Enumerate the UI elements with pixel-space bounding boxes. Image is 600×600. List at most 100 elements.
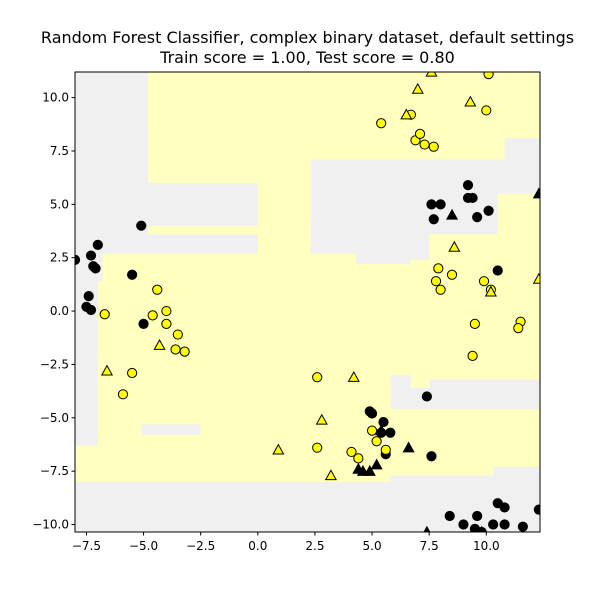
x-tick-label: 2.5 (305, 539, 324, 553)
region-class-1 (141, 407, 201, 425)
point-class-0-circle (483, 205, 494, 216)
point-class-0-circle (85, 304, 97, 316)
point-class-1-circle (513, 323, 524, 334)
region-class-1 (148, 159, 258, 183)
region-class-1 (356, 466, 494, 476)
point-class-1-circle (446, 269, 458, 280)
point-class-1-circle (172, 329, 183, 340)
point-class-1-circle (170, 344, 181, 355)
point-class-0-circle (426, 199, 437, 210)
data-points (75, 72, 540, 532)
region-class-1 (257, 159, 311, 254)
point-class-0-triangle (363, 464, 376, 476)
region-class-1 (148, 72, 540, 139)
y-tick-label: 10.0 (42, 91, 69, 105)
point-class-1-circle (478, 276, 490, 287)
point-class-0-circle (426, 451, 437, 462)
point-class-0-triangle (423, 525, 431, 532)
y-axis: 10.0 7.5 5.0 2.5 0.0 −2.5 −5.0 −7.5 −10.0 (32, 91, 75, 532)
x-tick-label: 5.0 (363, 539, 382, 553)
y-tick-label: −7.5 (40, 464, 69, 478)
point-class-0-circle (472, 212, 483, 223)
point-class-0-circle (92, 239, 103, 251)
point-class-0-circle (467, 192, 478, 204)
point-class-0-circle (517, 521, 528, 532)
y-tick-label: 7.5 (50, 144, 69, 158)
point-class-0-triangle (352, 462, 365, 474)
x-axis: −7.5 −5.0 −2.5 0.0 2.5 5.0 7.5 10.0 (72, 532, 500, 553)
point-class-1-triangle (347, 371, 360, 382)
y-tick-label: −2.5 (40, 357, 69, 371)
point-class-0-circle (127, 269, 138, 280)
x-tick-label: −2.5 (186, 539, 215, 553)
point-class-0-circle (444, 510, 455, 522)
point-class-1-circle (312, 442, 323, 453)
x-tick-label: 7.5 (420, 539, 439, 553)
point-class-1-circle (152, 284, 163, 295)
point-class-1-circle (179, 346, 190, 357)
point-class-1-triangle (532, 272, 540, 284)
region-class-1 (75, 445, 357, 482)
point-class-1-circle (428, 141, 439, 152)
point-class-0-triangle (370, 458, 383, 470)
point-class-0-circle (88, 261, 99, 272)
y-tick-label: 0.0 (50, 304, 69, 318)
point-class-0-circle (533, 504, 540, 515)
point-class-1-circle (312, 372, 323, 383)
region-class-1 (97, 434, 357, 446)
point-class-0-circle (499, 502, 510, 513)
y-tick-label: −5.0 (40, 411, 69, 425)
point-class-1-triangle (324, 469, 337, 481)
x-tick-label: 0.0 (248, 539, 267, 553)
point-class-1-circle (366, 425, 378, 436)
point-class-1-triangle (400, 108, 413, 120)
point-class-1-triangle (100, 364, 114, 376)
point-class-1-circle (353, 453, 364, 464)
point-class-1-circle (435, 284, 446, 295)
region-class-1 (410, 259, 430, 388)
point-class-1-triangle (484, 285, 497, 297)
x-tick-label: −7.5 (72, 539, 101, 553)
point-class-1-circle (117, 389, 129, 400)
point-class-1-circle (371, 436, 382, 447)
chart-subtitle: Train score = 1.00, Test score = 0.80 (159, 48, 455, 67)
point-class-1-circle (481, 105, 492, 116)
point-class-0-circle (458, 519, 469, 530)
point-class-1-circle (99, 309, 110, 320)
point-class-1-circle (419, 139, 430, 150)
y-tick-label: 2.5 (50, 251, 69, 265)
point-class-1-triangle (411, 82, 424, 94)
point-class-0-circle (138, 318, 149, 329)
point-class-1-circle (147, 310, 158, 321)
point-class-0-circle (421, 391, 432, 402)
point-class-1-circle (467, 350, 478, 361)
region-class-1 (148, 225, 311, 235)
point-class-0-circle (488, 519, 499, 530)
region-class-1 (497, 193, 540, 380)
point-class-0-circle (378, 416, 389, 428)
point-class-1-circle (161, 305, 172, 317)
point-class-0-circle (83, 291, 94, 302)
chart-title: Random Forest Classifier, complex binary… (41, 28, 574, 47)
plot-frame (74, 71, 541, 533)
point-class-0-circle (428, 214, 439, 225)
region-class-1 (97, 281, 142, 446)
point-class-1-triangle (464, 95, 477, 107)
point-class-1-circle (376, 118, 387, 129)
point-class-0-circle (85, 250, 97, 261)
point-class-0-circle (492, 265, 503, 276)
point-class-1-circle (127, 367, 138, 379)
region-class-1 (390, 264, 411, 376)
point-class-0-circle (462, 180, 474, 191)
point-class-1-triangle (272, 443, 285, 455)
x-tick-label: −5.0 (129, 539, 158, 553)
point-class-0-circle (366, 408, 378, 419)
point-class-0-triangle (445, 208, 459, 220)
point-class-0-circle (435, 199, 446, 210)
point-class-0-circle (385, 427, 396, 438)
point-class-0-triangle (478, 525, 486, 532)
y-tick-label: 5.0 (50, 197, 69, 211)
point-class-1-circle (483, 72, 494, 80)
y-tick-label: −10.0 (32, 518, 69, 532)
